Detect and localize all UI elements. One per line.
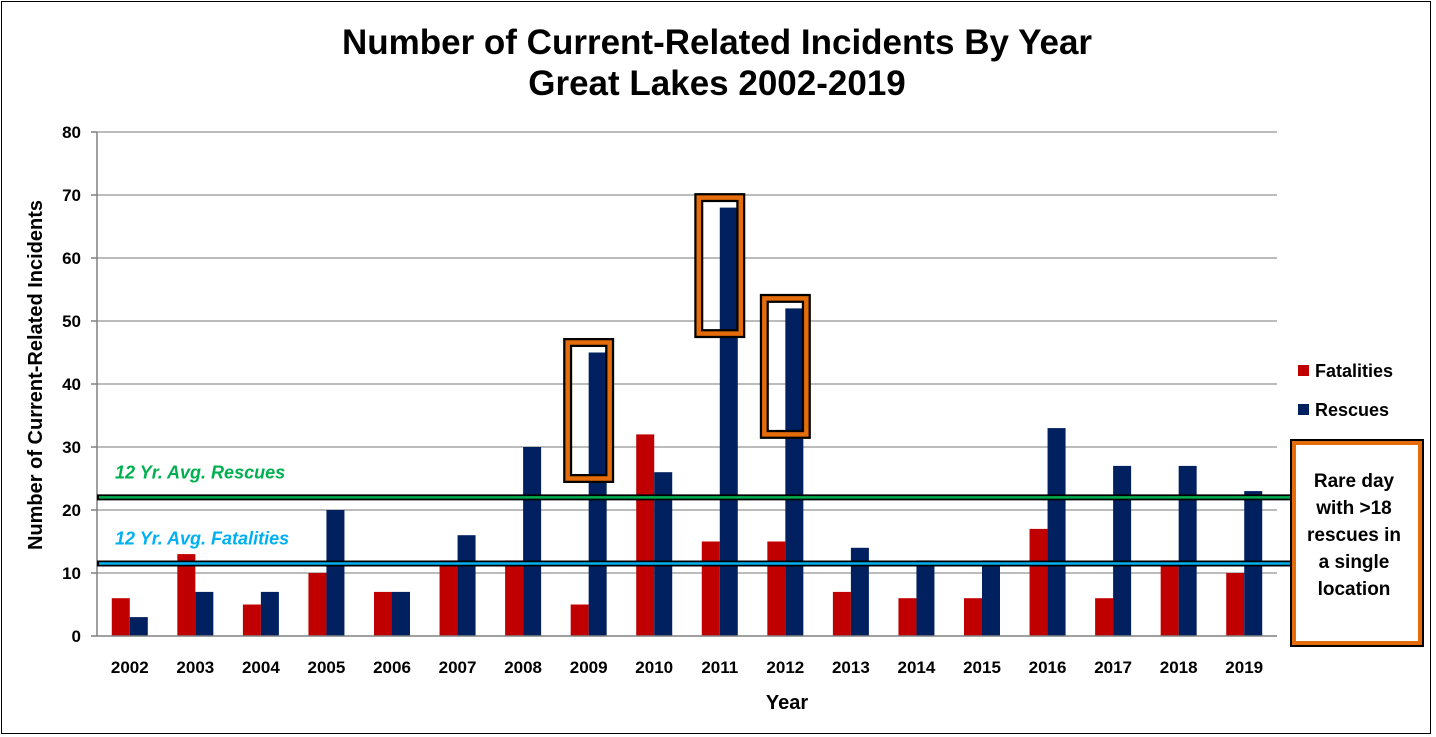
- bar-fatalities-2013: [832, 591, 851, 636]
- bar-fatalities-2017: [1095, 598, 1114, 636]
- bar-fatalities-2011: [701, 541, 720, 636]
- x-tick-label: 2007: [439, 658, 477, 677]
- y-tick-label: 20: [62, 501, 81, 520]
- x-tick-label: 2015: [963, 658, 1001, 677]
- bar-fatalities-2015: [964, 598, 982, 636]
- bar-rescues-2007: [457, 535, 476, 636]
- note-line: with >18: [1315, 498, 1392, 519]
- x-tick-label: 2009: [570, 658, 608, 677]
- x-axis-ticks: 2002 2003 2004 2005 2006 2007 2008 2009 2010 2011…: [111, 658, 1263, 677]
- x-tick-label: 2006: [373, 658, 411, 677]
- x-tick-label: 2012: [766, 658, 804, 677]
- note-line: Rare day: [1314, 471, 1395, 492]
- bar-rescues-2008: [523, 447, 542, 636]
- x-axis-title: Year: [766, 692, 808, 714]
- y-tick-label: 30: [62, 438, 81, 457]
- highlight-box-2009: [565, 340, 612, 481]
- bar-rescues-2011: [719, 207, 738, 636]
- bar-fatalities-2014: [898, 598, 917, 636]
- legend-label-fatalities: Fatalities: [1315, 361, 1393, 381]
- legend-swatch-fatalities: [1298, 365, 1309, 376]
- bar-rescues-2006: [392, 591, 410, 636]
- bar-fatalities-2005: [308, 573, 327, 636]
- chart-title: Number of Current-Related Incidents By Y…: [342, 23, 1092, 62]
- bar-fatalities-2003: [177, 554, 196, 636]
- bar-fatalities-2019: [1226, 573, 1245, 636]
- note-box-border: [1292, 441, 1422, 645]
- avg-line-label: 12 Yr. Avg. Fatalities: [115, 529, 289, 549]
- bar-fatalities-2018: [1160, 560, 1179, 636]
- bar-fatalities-2010: [636, 434, 655, 636]
- y-tick-label: 10: [62, 564, 81, 583]
- chart-subtitle: Great Lakes 2002-2019: [528, 64, 906, 103]
- bar-rescues-2012: [785, 308, 804, 636]
- bar-rescues-2017: [1113, 465, 1132, 636]
- y-axis-title: Number of Current-Related Incidents: [25, 200, 47, 550]
- gridlines: [91, 131, 1277, 637]
- x-tick-label: 2014: [898, 658, 936, 677]
- x-tick-label: 2018: [1160, 658, 1198, 677]
- y-axis-ticks: 0 10 20 30 40 50 60 70 80: [62, 123, 81, 646]
- y-tick-label: 80: [62, 123, 81, 142]
- y-tick-label: 40: [62, 375, 81, 394]
- bar-fatalities-2002: [111, 598, 130, 636]
- note-line: location: [1318, 579, 1391, 600]
- bar-rescues-2003: [195, 591, 214, 636]
- bar-rescues-2016: [1047, 428, 1066, 636]
- axes: [96, 132, 1277, 637]
- legend-swatch-rescues: [1298, 404, 1309, 415]
- bar-fatalities-2006: [374, 591, 392, 636]
- bar-rescues-2014: [916, 560, 935, 636]
- bar-rescues-2018: [1178, 465, 1197, 636]
- note-line: a single: [1319, 552, 1390, 573]
- bar-rescues-2005: [326, 510, 345, 636]
- bar-rescues-2015: [982, 560, 1000, 636]
- x-tick-label: 2019: [1225, 658, 1263, 677]
- note-box: Rare day with >18 rescues in a single lo…: [1290, 439, 1424, 647]
- y-tick-label: 70: [62, 186, 81, 205]
- y-tick-label: 60: [62, 249, 81, 268]
- x-tick-label: 2002: [111, 658, 149, 677]
- bar-fatalities-2004: [242, 604, 261, 636]
- bar-rescues-2004: [260, 591, 279, 636]
- highlight-box-2011: [696, 195, 744, 336]
- x-tick-label: 2003: [176, 658, 214, 677]
- legend: Fatalities Rescues: [1298, 361, 1393, 420]
- x-tick-label: 2013: [832, 658, 870, 677]
- bar-rescues-2013: [850, 547, 869, 636]
- highlight-boxes: [563, 193, 811, 483]
- x-tick-label: 2008: [504, 658, 542, 677]
- x-tick-label: 2017: [1094, 658, 1132, 677]
- bar-rescues-2010: [654, 472, 673, 636]
- x-tick-label: 2005: [308, 658, 346, 677]
- x-tick-label: 2011: [701, 658, 738, 677]
- bar-fatalities-2016: [1029, 528, 1048, 636]
- bar-fatalities-2007: [439, 560, 458, 636]
- avg-line-label: 12 Yr. Avg. Rescues: [115, 462, 285, 482]
- bar-fatalities-2009: [570, 604, 589, 636]
- bar-fatalities-2012: [767, 541, 786, 636]
- bar-rescues-2002: [129, 617, 148, 636]
- x-tick-label: 2016: [1029, 658, 1067, 677]
- highlight-box-2012: [762, 296, 809, 437]
- y-tick-label: 50: [62, 312, 81, 331]
- reference-lines: 12 Yr. Avg. Rescues 12 Yr. Avg. Fatalitie…: [97, 462, 1392, 569]
- note-line: rescues in: [1307, 525, 1401, 546]
- x-tick-label: 2010: [635, 658, 673, 677]
- legend-label-rescues: Rescues: [1315, 400, 1389, 420]
- y-tick-label: 0: [72, 627, 81, 646]
- bars: [111, 207, 1263, 636]
- x-tick-label: 2004: [242, 658, 280, 677]
- bar-fatalities-2008: [505, 560, 524, 636]
